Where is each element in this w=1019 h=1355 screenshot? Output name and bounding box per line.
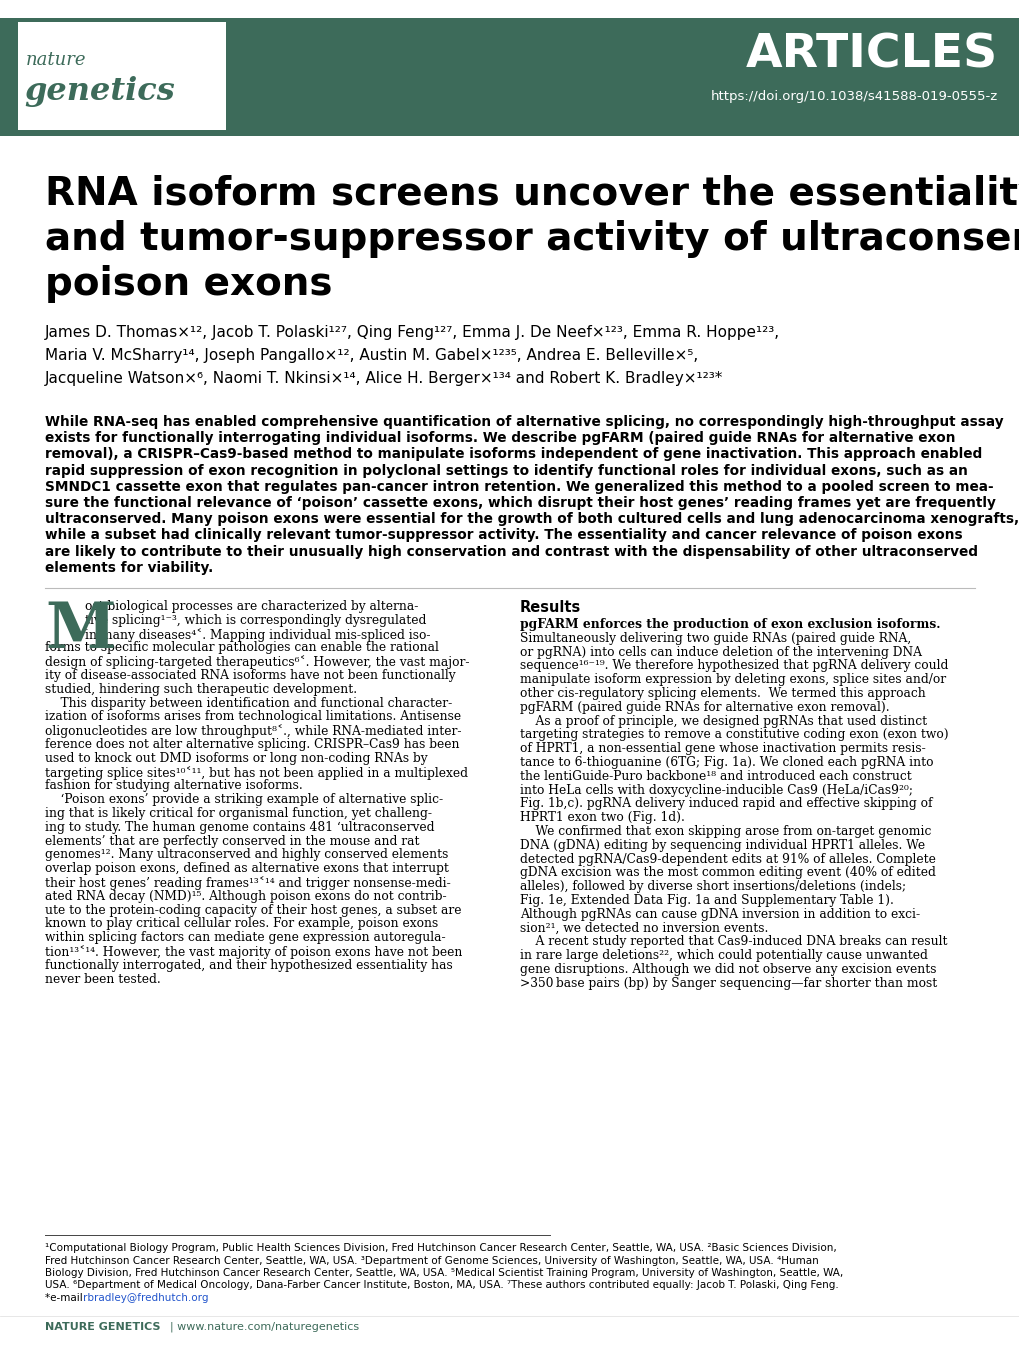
Text: functionally interrogated, and their hypothesized essentiality has: functionally interrogated, and their hyp… (45, 959, 452, 972)
Text: Simultaneously delivering two guide RNAs (paired guide RNA,: Simultaneously delivering two guide RNAs… (520, 631, 910, 645)
Text: gDNA excision was the most common editing event (40% of edited: gDNA excision was the most common editin… (520, 866, 935, 879)
Text: targeting strategies to remove a constitutive coding exon (exon two): targeting strategies to remove a constit… (520, 729, 948, 741)
Text: fashion for studying alternative isoforms.: fashion for studying alternative isoform… (45, 779, 303, 793)
Bar (0, 18, 1019, 136)
Text: rapid suppression of exon recognition in polyclonal settings to identify functio: rapid suppression of exon recognition in… (45, 463, 967, 477)
Text: ¹Computational Biology Program, Public Health Sciences Division, Fred Hutchinson: ¹Computational Biology Program, Public H… (45, 1243, 836, 1253)
Text: Maria V. McSharry¹⁴, Joseph Pangallo×¹², Austin M. Gabel×¹²³⁵, Andrea E. Bellevi: Maria V. McSharry¹⁴, Joseph Pangallo×¹²,… (45, 348, 698, 363)
Text: elements for viability.: elements for viability. (45, 561, 213, 575)
Text: alleles), followed by diverse short insertions/deletions (indels;: alleles), followed by diverse short inse… (520, 881, 905, 893)
Text: and tumor-suppressor activity of ultraconserved: and tumor-suppressor activity of ultraco… (45, 220, 1019, 257)
Text: SMNDC1 cassette exon that regulates pan-cancer intron retention. We generalized : SMNDC1 cassette exon that regulates pan-… (45, 480, 993, 493)
Text: manipulate isoform expression by deleting exons, splice sites and/or: manipulate isoform expression by deletin… (520, 673, 946, 686)
Text: NATURE GENETICS: NATURE GENETICS (45, 1322, 160, 1332)
Text: ‘Poison exons’ provide a striking example of alternative splic-: ‘Poison exons’ provide a striking exampl… (45, 793, 442, 806)
Text: We confirmed that exon skipping arose from on-target genomic: We confirmed that exon skipping arose fr… (520, 825, 930, 837)
Text: *e-mail:: *e-mail: (45, 1293, 90, 1304)
Text: tance to 6-thioguanine (6TG; Fig. 1a). We cloned each pgRNA into: tance to 6-thioguanine (6TG; Fig. 1a). W… (520, 756, 932, 770)
Text: As a proof of principle, we designed pgRNAs that used distinct: As a proof of principle, we designed pgR… (520, 714, 926, 728)
Text: never been tested.: never been tested. (45, 973, 161, 985)
Text: Jacqueline Watson×⁶, Naomi T. Nkinsi×¹⁴, Alice H. Berger×¹³⁴ and Robert K. Bradl: Jacqueline Watson×⁶, Naomi T. Nkinsi×¹⁴,… (45, 371, 722, 386)
Text: are likely to contribute to their unusually high conservation and contrast with : are likely to contribute to their unusua… (45, 545, 977, 558)
Text: overlap poison exons, defined as alternative exons that interrupt: overlap poison exons, defined as alterna… (45, 862, 448, 875)
Text: forms to specific molecular pathologies can enable the rational: forms to specific molecular pathologies … (45, 641, 438, 654)
Text: ference does not alter alternative splicing. CRISPR–Cas9 has been: ference does not alter alternative splic… (45, 738, 459, 751)
Text: elements’ that are perfectly conserved in the mouse and rat: elements’ that are perfectly conserved i… (45, 835, 419, 848)
Text: ost biological processes are characterized by alterna-: ost biological processes are characteriz… (85, 600, 418, 612)
Text: Fred Hutchinson Cancer Research Center, Seattle, WA, USA. ³Department of Genome : Fred Hutchinson Cancer Research Center, … (45, 1256, 818, 1266)
Text: sure the functional relevance of ‘poison’ cassette exons, which disrupt their ho: sure the functional relevance of ‘poison… (45, 496, 995, 509)
Text: pgFARM enforces the production of exon exclusion isoforms.: pgFARM enforces the production of exon e… (520, 618, 940, 631)
Text: their host genes’ reading frames¹³˂¹⁴ and trigger nonsense-medi-: their host genes’ reading frames¹³˂¹⁴ an… (45, 875, 450, 890)
Text: genomes¹². Many ultraconserved and highly conserved elements: genomes¹². Many ultraconserved and highl… (45, 848, 448, 862)
Text: James D. Thomas×¹², Jacob T. Polaski¹²⁷, Qing Feng¹²⁷, Emma J. De Neef×¹²³, Emma: James D. Thomas×¹², Jacob T. Polaski¹²⁷,… (45, 325, 780, 340)
Text: >350 base pairs (bp) by Sanger sequencing—far shorter than most: >350 base pairs (bp) by Sanger sequencin… (520, 977, 936, 989)
Text: RNA isoform screens uncover the essentiality: RNA isoform screens uncover the essentia… (45, 175, 1019, 213)
Text: studied, hindering such therapeutic development.: studied, hindering such therapeutic deve… (45, 683, 357, 696)
Bar (18, 22, 226, 130)
Text: rbradley@fredhutch.org: rbradley@fredhutch.org (83, 1293, 208, 1304)
Text: targeting splice sites¹⁰˂¹¹, but has not been applied in a multiplexed: targeting splice sites¹⁰˂¹¹, but has not… (45, 766, 468, 779)
Text: M: M (45, 600, 115, 661)
Text: sequence¹⁶⁻¹⁹. We therefore hypothesized that pgRNA delivery could: sequence¹⁶⁻¹⁹. We therefore hypothesized… (520, 660, 948, 672)
Text: Fig. 1b,c). pgRNA delivery induced rapid and effective skipping of: Fig. 1b,c). pgRNA delivery induced rapid… (520, 797, 931, 810)
Text: tion¹³˂¹⁴. However, the vast majority of poison exons have not been: tion¹³˂¹⁴. However, the vast majority of… (45, 944, 462, 959)
Text: or pgRNA) into cells can induce deletion of the intervening DNA: or pgRNA) into cells can induce deletion… (520, 645, 921, 659)
Text: detected pgRNA/Cas9-dependent edits at 91% of alleles. Complete: detected pgRNA/Cas9-dependent edits at 9… (520, 852, 935, 866)
Text: tive splicing¹⁻³, which is correspondingly dysregulated: tive splicing¹⁻³, which is corresponding… (85, 614, 426, 627)
Text: oligonucleotides are low throughput⁸˂., while RNA-mediated inter-: oligonucleotides are low throughput⁸˂., … (45, 724, 461, 738)
Text: This disparity between identification and functional character-: This disparity between identification an… (45, 696, 451, 710)
Text: ing that is likely critical for organismal function, yet challeng-: ing that is likely critical for organism… (45, 808, 432, 820)
Text: into HeLa cells with doxycycline-inducible Cas9 (HeLa/iCas9²⁰;: into HeLa cells with doxycycline-inducib… (520, 783, 912, 797)
Text: the lentiGuide-Puro backbone¹⁸ and introduced each construct: the lentiGuide-Puro backbone¹⁸ and intro… (520, 770, 911, 783)
Text: Results: Results (520, 600, 581, 615)
Text: other cis-regulatory splicing elements.  We termed this approach: other cis-regulatory splicing elements. … (520, 687, 925, 701)
Text: in many diseases⁴˂. Mapping individual mis-spliced iso-: in many diseases⁴˂. Mapping individual m… (85, 627, 430, 641)
Text: sion²¹, we detected no inversion events.: sion²¹, we detected no inversion events. (520, 921, 767, 935)
Text: ated RNA decay (NMD)¹⁵. Although poison exons do not contrib-: ated RNA decay (NMD)¹⁵. Although poison … (45, 890, 446, 902)
Text: gene disruptions. Although we did not observe any excision events: gene disruptions. Although we did not ob… (520, 963, 935, 976)
Text: nature: nature (25, 51, 87, 69)
Text: DNA (gDNA) editing by sequencing individual HPRT1 alleles. We: DNA (gDNA) editing by sequencing individ… (520, 839, 924, 852)
Text: ity of disease-associated RNA isoforms have not been functionally: ity of disease-associated RNA isoforms h… (45, 669, 455, 682)
Text: used to knock out DMD isoforms or long non-coding RNAs by: used to knock out DMD isoforms or long n… (45, 752, 427, 764)
Text: USA. ⁶Department of Medical Oncology, Dana-Farber Cancer Institute, Boston, MA, : USA. ⁶Department of Medical Oncology, Da… (45, 1280, 838, 1290)
Text: Biology Division, Fred Hutchinson Cancer Research Center, Seattle, WA, USA. ⁵Med: Biology Division, Fred Hutchinson Cancer… (45, 1268, 843, 1278)
Text: Fig. 1e, Extended Data Fig. 1a and Supplementary Table 1).: Fig. 1e, Extended Data Fig. 1a and Suppl… (520, 894, 893, 906)
Text: ing to study. The human genome contains 481 ‘ultraconserved: ing to study. The human genome contains … (45, 821, 434, 833)
Text: poison exons: poison exons (45, 266, 332, 304)
Text: https://doi.org/10.1038/s41588-019-0555-z: https://doi.org/10.1038/s41588-019-0555-… (710, 89, 997, 103)
Text: ARTICLES: ARTICLES (745, 33, 997, 79)
Text: A recent study reported that Cas9-induced DNA breaks can result: A recent study reported that Cas9-induce… (520, 935, 947, 948)
Text: of HPRT1, a non-essential gene whose inactivation permits resis-: of HPRT1, a non-essential gene whose ina… (520, 743, 925, 755)
Text: exists for functionally interrogating individual isoforms. We describe pgFARM (p: exists for functionally interrogating in… (45, 431, 955, 446)
Text: HPRT1 exon two (Fig. 1d).: HPRT1 exon two (Fig. 1d). (520, 812, 684, 824)
Text: within splicing factors can mediate gene expression autoregula-: within splicing factors can mediate gene… (45, 931, 445, 944)
Text: pgFARM (paired guide RNAs for alternative exon removal).: pgFARM (paired guide RNAs for alternativ… (520, 701, 889, 714)
Text: Although pgRNAs can cause gDNA inversion in addition to exci-: Although pgRNAs can cause gDNA inversion… (520, 908, 919, 921)
Text: ultraconserved. Many poison exons were essential for the growth of both cultured: ultraconserved. Many poison exons were e… (45, 512, 1018, 526)
Text: While RNA-seq has enabled comprehensive quantification of alternative splicing, : While RNA-seq has enabled comprehensive … (45, 415, 1003, 430)
Text: design of splicing-targeted therapeutics⁶˂. However, the vast major-: design of splicing-targeted therapeutics… (45, 656, 469, 669)
Text: ute to the protein-coding capacity of their host genes, a subset are: ute to the protein-coding capacity of th… (45, 904, 461, 916)
Text: ization of isoforms arises from technological limitations. Antisense: ization of isoforms arises from technolo… (45, 710, 461, 724)
Text: while a subset had clinically relevant tumor-suppressor activity. The essentiali: while a subset had clinically relevant t… (45, 528, 962, 542)
Text: genetics: genetics (24, 76, 174, 107)
Text: | www.nature.com/naturegenetics: | www.nature.com/naturegenetics (170, 1322, 359, 1332)
Text: removal), a CRISPR–Cas9-based method to manipulate isoforms independent of gene : removal), a CRISPR–Cas9-based method to … (45, 447, 981, 462)
Text: known to play critical cellular roles. For example, poison exons: known to play critical cellular roles. F… (45, 917, 438, 931)
Text: in rare large deletions²², which could potentially cause unwanted: in rare large deletions²², which could p… (520, 950, 927, 962)
